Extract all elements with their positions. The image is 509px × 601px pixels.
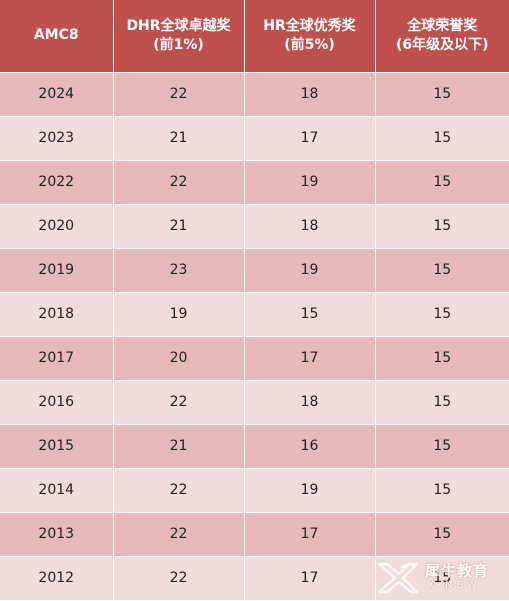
header-year: AMC8 (0, 0, 114, 73)
cell-year: 2022 (0, 160, 114, 205)
table-row: 2015 21 16 15 (0, 424, 509, 469)
cell-honor: 15 (375, 248, 509, 293)
cell-hr: 17 (244, 512, 376, 557)
header-honor-label: 全球荣誉奖 (407, 17, 478, 34)
cell-dhr: 22 (113, 72, 245, 117)
table-row: 2013 22 17 15 (0, 512, 509, 557)
cell-dhr: 22 (113, 380, 245, 425)
header-year-label: AMC8 (33, 27, 79, 44)
cell-year: 2018 (0, 292, 114, 337)
cell-honor: 15 (375, 116, 509, 161)
cell-dhr: 22 (113, 160, 245, 205)
cell-dhr: 20 (113, 336, 245, 381)
cell-honor: 15 (375, 204, 509, 249)
cell-hr: 18 (244, 72, 376, 117)
cell-year: 2015 (0, 424, 114, 469)
cell-honor: 15 (375, 424, 509, 469)
table-row: 2018 19 15 15 (0, 292, 509, 337)
cell-year: 2016 (0, 380, 114, 425)
header-row: AMC8 DHR全球卓越奖 (前1%) HR全球优秀奖 (前5%) 全球荣誉奖 … (0, 0, 509, 73)
table-row: 2019 23 19 15 (0, 248, 509, 293)
cell-year: 2020 (0, 204, 114, 249)
table-row: 2014 22 19 15 (0, 468, 509, 513)
watermark: 犀牛教育 X-NEW (375, 558, 503, 598)
cell-honor: 15 (375, 336, 509, 381)
cell-hr: 18 (244, 204, 376, 249)
rhino-logo-icon (377, 562, 419, 594)
cell-year: 2017 (0, 336, 114, 381)
cell-honor: 15 (375, 380, 509, 425)
cell-honor: 15 (375, 292, 509, 337)
cell-year: 2013 (0, 512, 114, 557)
table-row: 2023 21 17 15 (0, 116, 509, 161)
header-hr-label: HR全球优秀奖 (263, 17, 356, 34)
cell-year: 2024 (0, 72, 114, 117)
cell-hr: 15 (244, 292, 376, 337)
header-honor-award: 全球荣誉奖 (6年级及以下) (375, 0, 509, 73)
cell-dhr: 22 (113, 512, 245, 557)
cell-dhr: 21 (113, 116, 245, 161)
table-row: 2022 22 19 15 (0, 160, 509, 205)
header-hr-note: (前5%) (284, 36, 335, 53)
header-dhr-award: DHR全球卓越奖 (前1%) (113, 0, 245, 73)
cell-hr: 17 (244, 556, 376, 601)
cell-year: 2019 (0, 248, 114, 293)
cell-year: 2012 (0, 556, 114, 601)
cell-hr: 19 (244, 160, 376, 205)
header-hr-award: HR全球优秀奖 (前5%) (244, 0, 376, 73)
table-row: 2012 22 17 15 (0, 556, 509, 601)
cell-honor: 15 (375, 556, 509, 601)
header-dhr-note: (前1%) (153, 36, 204, 53)
header-honor-note: (6年级及以下) (395, 36, 489, 53)
cell-hr: 17 (244, 336, 376, 381)
cell-dhr: 22 (113, 556, 245, 601)
cell-dhr: 21 (113, 424, 245, 469)
watermark-subtitle: X-NEW (427, 580, 481, 591)
cell-hr: 18 (244, 380, 376, 425)
cell-hr: 19 (244, 468, 376, 513)
cell-honor: 15 (375, 512, 509, 557)
cell-honor: 15 (375, 468, 509, 513)
watermark-title: 犀牛教育 (425, 562, 490, 580)
table-row: 2020 21 18 15 (0, 204, 509, 249)
cell-hr: 19 (244, 248, 376, 293)
cell-year: 2014 (0, 468, 114, 513)
cell-hr: 17 (244, 116, 376, 161)
cell-dhr: 21 (113, 204, 245, 249)
cell-honor: 15 (375, 160, 509, 205)
table-row: 2016 22 18 15 (0, 380, 509, 425)
cell-year: 2023 (0, 116, 114, 161)
table-row: 2024 22 18 15 (0, 72, 509, 117)
cell-dhr: 22 (113, 468, 245, 513)
cell-honor: 15 (375, 72, 509, 117)
cell-hr: 16 (244, 424, 376, 469)
cell-dhr: 19 (113, 292, 245, 337)
table-row: 2017 20 17 15 (0, 336, 509, 381)
cell-dhr: 23 (113, 248, 245, 293)
header-dhr-label: DHR全球卓越奖 (126, 17, 231, 34)
